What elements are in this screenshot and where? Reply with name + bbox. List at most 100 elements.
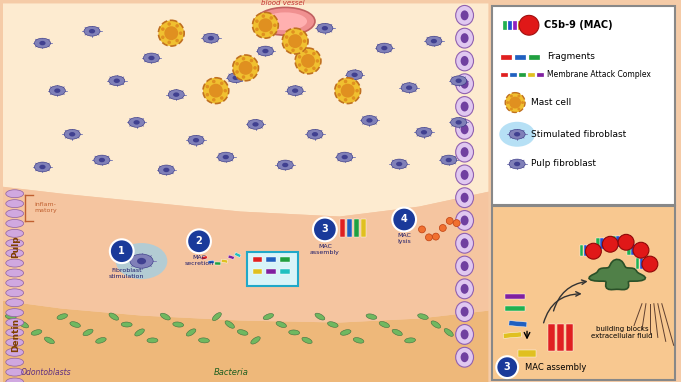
Bar	[353, 220, 359, 237]
Ellipse shape	[6, 220, 24, 227]
Bar	[644, 258, 648, 269]
Ellipse shape	[69, 132, 76, 136]
Ellipse shape	[39, 165, 46, 169]
Ellipse shape	[187, 329, 196, 336]
Ellipse shape	[70, 322, 80, 327]
Bar	[591, 245, 595, 256]
Circle shape	[176, 39, 179, 42]
FancyArrowPatch shape	[554, 280, 586, 311]
Circle shape	[250, 73, 253, 77]
Ellipse shape	[6, 210, 24, 217]
Ellipse shape	[441, 155, 457, 165]
Ellipse shape	[218, 152, 234, 162]
Circle shape	[259, 18, 272, 32]
Bar	[612, 236, 616, 247]
Text: C5b-9 (MAC): C5b-9 (MAC)	[544, 20, 612, 30]
Circle shape	[352, 96, 355, 100]
Ellipse shape	[158, 165, 174, 175]
Ellipse shape	[277, 160, 294, 170]
Circle shape	[439, 225, 446, 231]
Circle shape	[238, 61, 253, 75]
Ellipse shape	[6, 319, 24, 327]
FancyBboxPatch shape	[492, 6, 675, 205]
Circle shape	[299, 47, 303, 50]
Ellipse shape	[39, 41, 46, 45]
Circle shape	[521, 101, 524, 104]
Ellipse shape	[302, 337, 312, 343]
Ellipse shape	[460, 193, 469, 202]
Ellipse shape	[328, 322, 338, 327]
Ellipse shape	[460, 307, 469, 317]
Ellipse shape	[460, 33, 469, 43]
Ellipse shape	[264, 12, 307, 30]
Ellipse shape	[137, 258, 146, 264]
Circle shape	[250, 59, 253, 62]
Ellipse shape	[129, 118, 144, 127]
Bar	[508, 21, 512, 30]
Bar	[266, 269, 276, 274]
Ellipse shape	[456, 79, 462, 83]
Circle shape	[206, 93, 209, 97]
Circle shape	[518, 95, 520, 98]
Ellipse shape	[392, 329, 402, 336]
Ellipse shape	[426, 36, 442, 46]
Bar	[505, 294, 525, 299]
Ellipse shape	[456, 302, 473, 322]
Text: blood vessel: blood vessel	[262, 0, 305, 6]
Ellipse shape	[44, 337, 54, 344]
Ellipse shape	[199, 338, 210, 343]
Ellipse shape	[499, 122, 535, 147]
Circle shape	[335, 78, 360, 104]
Bar	[201, 256, 208, 260]
Circle shape	[304, 50, 308, 53]
Ellipse shape	[173, 322, 184, 327]
Ellipse shape	[460, 352, 469, 362]
Ellipse shape	[342, 155, 348, 159]
Circle shape	[352, 81, 355, 85]
Ellipse shape	[379, 322, 390, 327]
Circle shape	[270, 16, 273, 20]
Circle shape	[299, 32, 303, 36]
Ellipse shape	[233, 76, 239, 80]
Circle shape	[253, 12, 279, 38]
Bar	[228, 255, 234, 259]
Ellipse shape	[431, 39, 437, 43]
Ellipse shape	[456, 120, 473, 139]
Text: MAC
assembly: MAC assembly	[310, 244, 340, 255]
Ellipse shape	[366, 314, 377, 319]
Ellipse shape	[317, 23, 333, 33]
Ellipse shape	[292, 89, 298, 93]
Ellipse shape	[6, 338, 24, 346]
Circle shape	[298, 63, 301, 67]
Ellipse shape	[116, 243, 168, 279]
Circle shape	[255, 19, 259, 23]
Circle shape	[506, 101, 509, 104]
Circle shape	[270, 31, 273, 34]
Ellipse shape	[460, 79, 469, 89]
Bar	[501, 73, 508, 77]
Circle shape	[633, 242, 649, 258]
Ellipse shape	[276, 322, 287, 327]
Ellipse shape	[225, 321, 234, 328]
Ellipse shape	[6, 200, 24, 207]
FancyArrowPatch shape	[543, 292, 580, 323]
Ellipse shape	[460, 215, 469, 225]
Ellipse shape	[347, 70, 362, 80]
Circle shape	[304, 68, 308, 72]
Circle shape	[618, 234, 634, 250]
Circle shape	[164, 26, 178, 40]
Ellipse shape	[35, 162, 50, 172]
Ellipse shape	[401, 83, 417, 92]
Bar	[518, 350, 536, 357]
Ellipse shape	[49, 86, 65, 96]
Circle shape	[168, 40, 171, 44]
Ellipse shape	[514, 162, 520, 166]
Ellipse shape	[95, 338, 106, 343]
Ellipse shape	[109, 76, 125, 86]
Circle shape	[337, 93, 341, 97]
Ellipse shape	[212, 312, 221, 320]
Bar	[503, 332, 522, 338]
Ellipse shape	[31, 330, 42, 335]
Ellipse shape	[417, 314, 428, 319]
Circle shape	[291, 30, 295, 34]
